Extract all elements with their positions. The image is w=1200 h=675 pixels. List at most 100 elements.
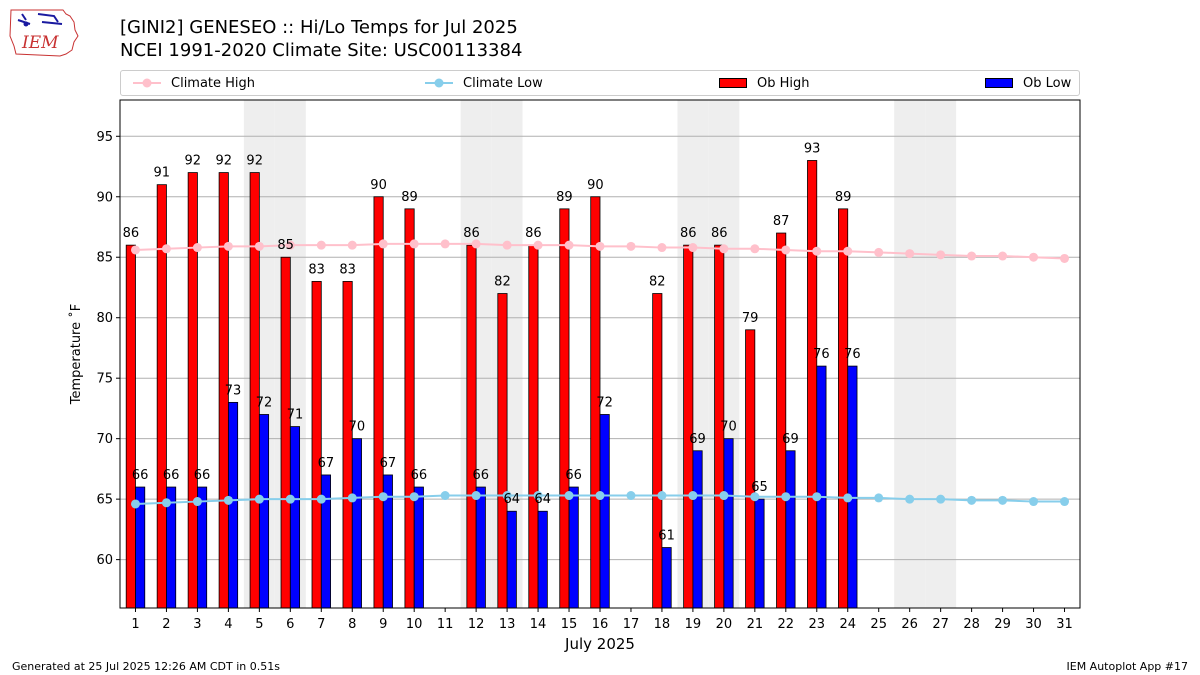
point-climate-low xyxy=(657,491,667,501)
label-ob-low: 67 xyxy=(380,456,397,471)
bar-ob-low xyxy=(506,510,517,609)
point-climate-low xyxy=(967,495,977,505)
point-climate-high xyxy=(781,245,791,255)
point-climate-high xyxy=(471,239,481,249)
bar-ob-high xyxy=(807,160,818,609)
point-climate-low xyxy=(533,491,543,501)
label-ob-high: 89 xyxy=(401,190,418,205)
label-ob-low: 66 xyxy=(132,468,149,483)
x-tick-label: 27 xyxy=(932,617,949,632)
bar-ob-low xyxy=(847,365,858,609)
point-climate-high xyxy=(1029,252,1039,262)
label-ob-high: 89 xyxy=(835,190,852,205)
point-climate-low xyxy=(502,491,512,501)
point-climate-low xyxy=(440,491,450,501)
bar-ob-low xyxy=(227,401,239,609)
x-tick-label: 1 xyxy=(131,617,139,632)
x-tick-label: 31 xyxy=(1056,617,1073,632)
bar-ob-low xyxy=(568,486,579,609)
label-ob-low: 76 xyxy=(813,347,830,362)
point-climate-high xyxy=(409,239,419,249)
label-ob-high: 92 xyxy=(246,154,263,169)
point-climate-high xyxy=(254,241,264,251)
legend-label-ob-low: Ob Low xyxy=(1023,75,1072,91)
label-ob-low: 69 xyxy=(782,432,799,447)
point-climate-low xyxy=(905,494,915,504)
point-climate-low xyxy=(285,494,295,504)
x-tick-label: 23 xyxy=(809,617,826,632)
bar-ob-low xyxy=(816,365,827,609)
bar-ob-high xyxy=(652,293,663,609)
footer-app: IEM Autoplot App #17 xyxy=(1066,660,1189,673)
bar-ob-high xyxy=(125,244,136,609)
bar-ob-high xyxy=(745,329,756,609)
label-ob-low: 66 xyxy=(194,468,211,483)
x-tick-label: 4 xyxy=(224,617,232,632)
x-tick-label: 25 xyxy=(870,617,887,632)
point-climate-high xyxy=(719,244,729,254)
bar-ob-high xyxy=(373,196,384,609)
label-ob-high: 82 xyxy=(649,275,666,290)
point-climate-high xyxy=(688,243,698,253)
point-climate-high xyxy=(1060,253,1070,263)
legend-label-ob-high: Ob High xyxy=(757,75,810,91)
x-tick-label: 8 xyxy=(348,617,356,632)
x-tick-label: 11 xyxy=(437,617,454,632)
bar-ob-low xyxy=(723,438,734,609)
point-climate-low xyxy=(843,493,853,503)
point-climate-low xyxy=(781,492,791,502)
label-ob-low: 76 xyxy=(844,347,861,362)
point-climate-low xyxy=(1029,497,1039,507)
point-climate-high xyxy=(192,243,202,253)
point-climate-high xyxy=(874,247,884,257)
legend-swatch-icon xyxy=(985,78,1013,88)
label-ob-high: 83 xyxy=(339,262,356,277)
iem-logo: IEM xyxy=(9,9,79,57)
point-climate-low xyxy=(1060,497,1070,507)
label-ob-low: 66 xyxy=(163,468,180,483)
x-tick-label: 24 xyxy=(839,617,856,632)
label-ob-high: 92 xyxy=(215,154,232,169)
x-tick-label: 29 xyxy=(994,617,1011,632)
chart-title: [GINI2] GENESEO :: Hi/Lo Temps for Jul 2… xyxy=(120,17,518,38)
point-climate-high xyxy=(223,241,233,251)
label-ob-low: 64 xyxy=(534,492,551,507)
x-tick-label: 15 xyxy=(561,617,578,632)
label-ob-high: 90 xyxy=(370,178,387,193)
point-climate-high xyxy=(564,240,574,250)
label-ob-high: 85 xyxy=(277,238,294,253)
y-tick-label: 95 xyxy=(96,130,113,145)
point-climate-high xyxy=(285,240,295,250)
x-tick-label: 19 xyxy=(685,617,702,632)
bar-ob-high xyxy=(528,244,539,609)
label-ob-low: 64 xyxy=(503,492,520,507)
point-climate-low xyxy=(254,494,264,504)
label-ob-high: 86 xyxy=(711,226,728,241)
point-climate-low xyxy=(130,499,140,509)
legend-label-climate-high: Climate High xyxy=(171,75,256,91)
x-tick-label: 21 xyxy=(747,617,764,632)
bar-ob-high xyxy=(311,281,322,609)
x-tick-label: 6 xyxy=(286,617,294,632)
point-climate-low xyxy=(409,492,419,502)
point-climate-high xyxy=(533,240,543,250)
legend-line-marker-icon xyxy=(133,78,161,88)
x-tick-label: 30 xyxy=(1025,617,1042,632)
point-climate-high xyxy=(936,250,946,260)
bar-ob-high xyxy=(776,232,787,609)
x-tick-label: 16 xyxy=(592,617,609,632)
x-tick-label: 26 xyxy=(901,617,918,632)
y-axis-label: Temperature ˚F xyxy=(68,304,84,405)
y-tick-label: 85 xyxy=(96,251,113,266)
point-climate-low xyxy=(223,495,233,505)
point-climate-low xyxy=(874,493,884,503)
chart-subtitle: NCEI 1991-2020 Climate Site: USC00113384 xyxy=(120,40,523,61)
label-ob-low: 70 xyxy=(349,420,366,435)
point-climate-high xyxy=(130,245,140,255)
bar-ob-low xyxy=(785,450,796,609)
x-tick-label: 18 xyxy=(654,617,671,632)
point-climate-high xyxy=(502,240,512,250)
x-tick-label: 13 xyxy=(499,617,516,632)
weekend-band xyxy=(925,100,957,608)
